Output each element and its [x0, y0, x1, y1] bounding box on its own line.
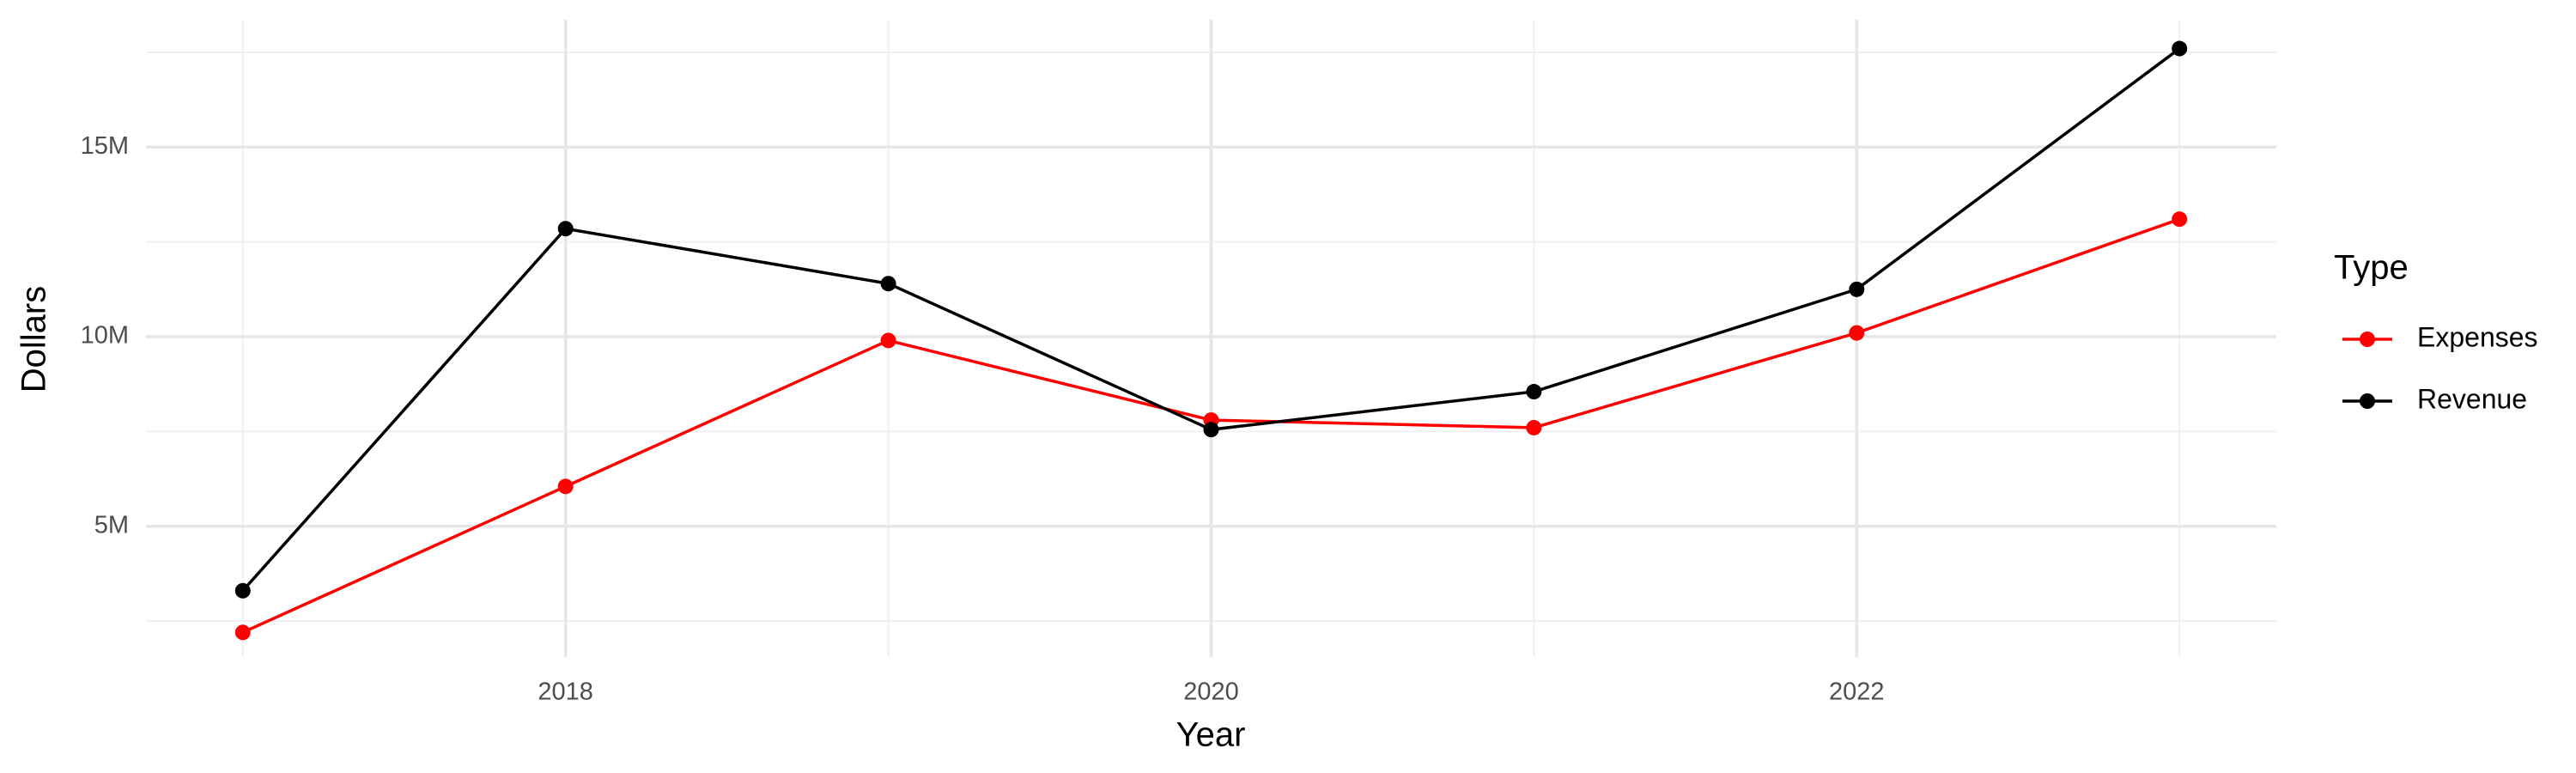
legend-label: Expenses — [2417, 321, 2538, 352]
data-point — [2172, 211, 2188, 228]
data-point — [234, 582, 251, 599]
x-tick-label: 2022 — [1829, 679, 1885, 706]
data-point — [1849, 281, 1865, 297]
data-point — [1526, 384, 1542, 400]
y-tick-label: 10M — [81, 322, 129, 350]
y-tick-label: 15M — [81, 132, 129, 160]
data-point — [234, 624, 251, 641]
data-point — [557, 221, 574, 237]
y-tick-label: 5M — [94, 511, 129, 539]
data-point — [1849, 325, 1865, 341]
y-axis-title: Dollars — [15, 286, 53, 393]
data-point — [880, 276, 896, 292]
data-point — [880, 332, 896, 349]
data-point — [557, 478, 574, 495]
legend-label: Revenue — [2417, 383, 2527, 414]
x-tick-label: 2018 — [538, 679, 593, 706]
x-tick-label: 2020 — [1183, 679, 1239, 706]
data-point — [1203, 422, 1219, 438]
data-point — [2172, 40, 2188, 57]
legend-title: Type — [2334, 249, 2409, 287]
x-axis-title: Year — [1176, 716, 1246, 754]
legend-key-point — [2360, 393, 2375, 409]
data-point — [1526, 419, 1542, 435]
legend-key-point — [2360, 332, 2375, 347]
